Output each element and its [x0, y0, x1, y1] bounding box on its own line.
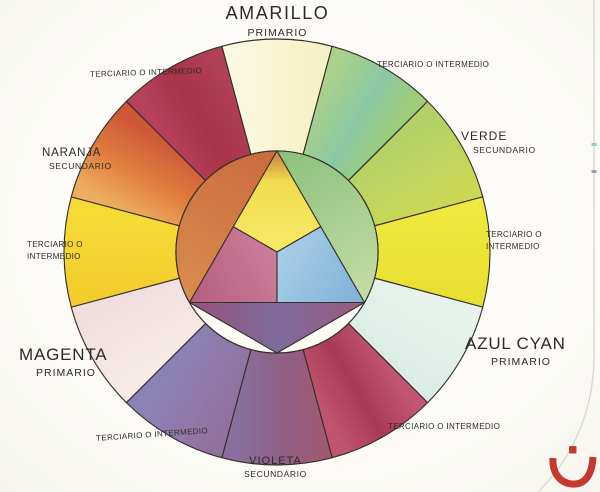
label-magenta: MAGENTA PRIMARIO	[19, 345, 107, 379]
label-terciario-top-right: TERCIARIO O INTERMEDIO	[377, 60, 490, 69]
label-naranja-role: SECUNDARIO	[49, 161, 112, 171]
label-amarillo-name: AMARILLO	[225, 3, 330, 23]
label-terciario-left-line2: INTERMEDIO	[27, 251, 81, 261]
label-magenta-role: PRIMARIO	[36, 367, 96, 379]
logo-bowl-stroke	[549, 456, 597, 488]
label-magenta-name: MAGENTA	[19, 345, 108, 364]
label-terciario-bottom-right: TERCIARIO O INTERMEDIO	[388, 422, 501, 431]
logo-dot	[569, 446, 577, 454]
label-naranja: NARANJA SECUNDARIO	[42, 147, 112, 171]
label-amarillo: AMARILLO PRIMARIO	[180, 3, 375, 39]
label-azul-cyan: AZUL CYAN PRIMARIO	[465, 334, 566, 368]
scan-tick-purple	[591, 170, 597, 173]
label-amarillo-role: PRIMARIO	[247, 27, 308, 39]
inner-kite-azul	[276, 226, 366, 304]
label-terciario-right: TERCIARIO O INTERMEDIO	[486, 229, 542, 252]
inner-segment-naranja	[175, 150, 278, 304]
label-terciario-left: TERCIARIO O INTERMEDIO	[27, 239, 83, 262]
label-naranja-name: NARANJA	[42, 147, 102, 159]
label-violeta-role: SECUNDARIO	[244, 469, 307, 479]
page-edge-line	[537, 0, 595, 492]
label-violeta-name: VIOLETA	[249, 455, 302, 467]
inner-segment-verde	[276, 150, 379, 304]
red-logo-icon	[549, 446, 597, 488]
label-azul-cyan-role: PRIMARIO	[491, 356, 551, 368]
scan-tick-teal	[591, 143, 597, 146]
label-verde-role: SECUNDARIO	[473, 145, 536, 155]
label-verde: VERDE SECUNDARIO	[461, 129, 536, 155]
label-verde-name: VERDE	[461, 129, 508, 143]
label-terciario-right-line1: TERCIARIO O	[486, 230, 542, 239]
label-terciario-left-line1: TERCIARIO O	[27, 240, 83, 249]
label-azul-cyan-name: AZUL CYAN	[465, 334, 566, 353]
label-terciario-right-line2: INTERMEDIO	[486, 241, 540, 251]
label-violeta: VIOLETA SECUNDARIO	[228, 455, 323, 479]
